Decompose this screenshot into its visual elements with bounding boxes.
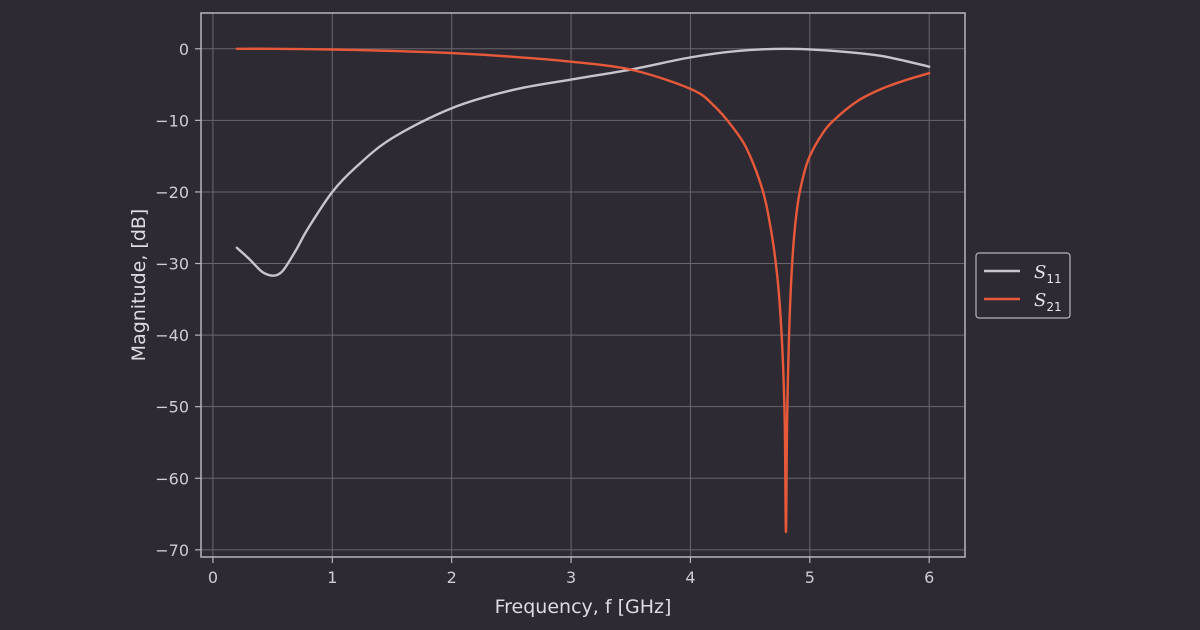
y-tick-label: −10 bbox=[155, 111, 189, 130]
x-tick-label: 6 bbox=[924, 568, 934, 587]
legend: S11 S21 bbox=[975, 252, 1071, 319]
x-tick-label: 5 bbox=[805, 568, 815, 587]
series-lines bbox=[235, 47, 931, 534]
x-tick-label: 0 bbox=[208, 568, 218, 587]
legend-label-s21-main: S bbox=[1034, 290, 1046, 311]
legend-label-s11-sub: 11 bbox=[1046, 272, 1061, 286]
y-tick-label: 0 bbox=[179, 40, 189, 59]
legend-label-s11: S11 bbox=[1034, 262, 1062, 286]
y-tick-label: −40 bbox=[155, 326, 189, 345]
y-tick-label: −30 bbox=[155, 255, 189, 274]
x-axis-title: Frequency, f [GHz] bbox=[495, 596, 672, 618]
y-axis-title: Magnitude, [dB] bbox=[128, 209, 150, 362]
series-line-s21 bbox=[235, 47, 931, 534]
y-tick-label: −20 bbox=[155, 183, 189, 202]
series-line-s11 bbox=[235, 47, 931, 277]
y-axis-ticks: 0 −10 −20 −30 −40 −50 −60 −70 bbox=[155, 40, 201, 560]
legend-label-s21-sub: 21 bbox=[1046, 300, 1061, 314]
x-axis-ticks: 0 1 2 3 4 5 6 bbox=[208, 557, 934, 587]
x-tick-label: 2 bbox=[447, 568, 457, 587]
grid bbox=[201, 13, 965, 557]
y-tick-label: −60 bbox=[155, 469, 189, 488]
x-tick-label: 3 bbox=[566, 568, 576, 587]
legend-label-s11-main: S bbox=[1034, 262, 1046, 283]
axes-frame bbox=[200, 12, 966, 558]
legend-box bbox=[975, 252, 1071, 319]
x-tick-label: 4 bbox=[685, 568, 695, 587]
y-tick-label: −50 bbox=[155, 398, 189, 417]
y-tick-label: −70 bbox=[155, 541, 189, 560]
legend-label-s21: S21 bbox=[1034, 290, 1062, 314]
x-tick-label: 1 bbox=[327, 568, 337, 587]
